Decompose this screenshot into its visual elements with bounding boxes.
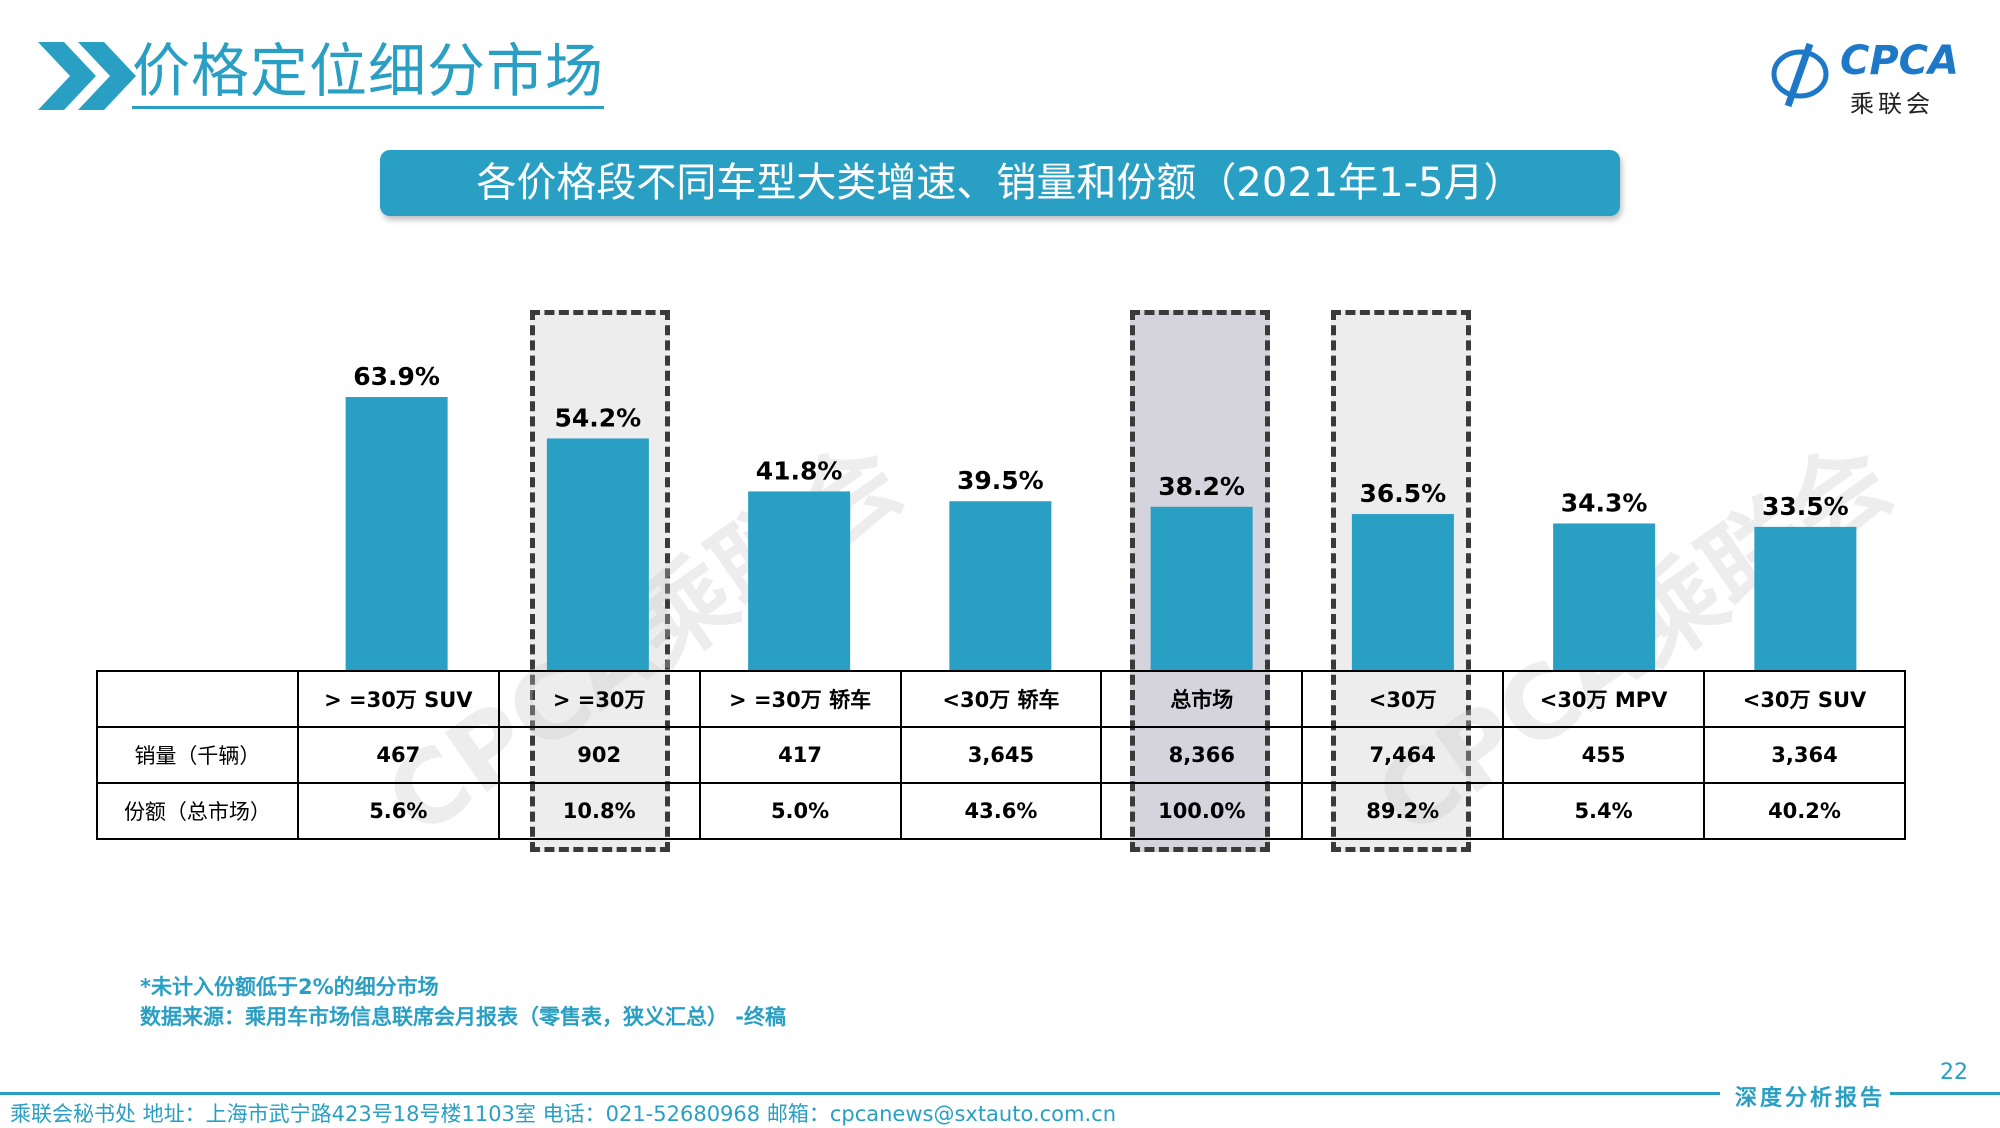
bar-value-label: 54.2% (555, 403, 642, 432)
bar (345, 397, 448, 670)
page-title: 价格定位细分市场 (132, 38, 605, 109)
table-cell: 7,464 (1301, 726, 1505, 784)
table-cell: 3,645 (899, 726, 1103, 784)
table-cell: 3,364 (1703, 726, 1906, 784)
table-cell: 5.6% (296, 782, 500, 840)
table-cell: 417 (698, 726, 902, 784)
table-header-cell: > =30万 (497, 670, 701, 728)
table-cell: 902 (497, 726, 701, 784)
footer-divider (0, 1092, 1720, 1095)
bar (949, 501, 1052, 670)
table-cell: 43.6% (899, 782, 1103, 840)
bar (748, 491, 851, 670)
bar-value-label: 41.8% (756, 456, 843, 485)
table-header-cell (96, 670, 299, 728)
note-source: 数据来源：乘用车市场信息联席会月报表（零售表，狭义汇总） -终稿 (140, 1005, 787, 1029)
bar-value-label: 36.5% (1360, 479, 1447, 508)
table-cell: 455 (1502, 726, 1705, 784)
table-row-label: 份额（总市场） (96, 782, 299, 840)
table-header-cell: > =30万 轿车 (698, 670, 902, 728)
bar (1351, 514, 1454, 670)
bar-value-label: 38.2% (1158, 472, 1245, 501)
table-header-cell: <30万 (1301, 670, 1505, 728)
table-cell: 467 (296, 726, 500, 784)
footer-divider (1890, 1092, 2000, 1095)
data-table: > =30万 SUV > =30万 > =30万 轿车 <30万 轿车 总市场 … (96, 670, 1906, 840)
bar-value-label: 34.3% (1561, 488, 1648, 517)
table-cell: 40.2% (1703, 782, 1906, 840)
table-row-share: 份额（总市场） 5.6% 10.8% 5.0% 43.6% 100.0% 89.… (96, 782, 1906, 840)
cpca-logo: CPCA 乘联会 (1770, 38, 1970, 118)
table-header-cell: <30万 轿车 (899, 670, 1103, 728)
bar-value-label: 33.5% (1762, 492, 1849, 521)
bar (1553, 523, 1656, 670)
bar (1754, 526, 1857, 670)
page-number: 22 (1940, 1060, 1968, 1085)
table-header-cell: <30万 SUV (1703, 670, 1906, 728)
logo-subtitle: 乘联会 (1850, 90, 1934, 118)
table-header-cell: 总市场 (1100, 670, 1304, 728)
table-row-sales: 销量（千辆） 467 902 417 3,645 8,366 7,464 455… (96, 726, 1906, 784)
table-cell: 8,366 (1100, 726, 1304, 784)
logo-mark-icon (1771, 42, 1829, 108)
report-label: 深度分析报告 (1735, 1086, 1886, 1111)
table-header-row: > =30万 SUV > =30万 > =30万 轿车 <30万 轿车 总市场 … (96, 670, 1906, 728)
table-cell: 5.4% (1502, 782, 1705, 840)
chart-banner-title: 各价格段不同车型大类增速、销量和份额（2021年1-5月） (380, 150, 1620, 216)
table-cell: 10.8% (497, 782, 701, 840)
source-notes: *未计入份额低于2%的细分市场 数据来源：乘用车市场信息联席会月报表（零售表，狭… (140, 972, 786, 1032)
bar-value-label: 63.9% (353, 362, 440, 391)
bar-value-label: 39.5% (957, 466, 1044, 495)
table-cell: 5.0% (698, 782, 902, 840)
table-header-cell: > =30万 SUV (296, 670, 500, 728)
bar (546, 438, 649, 670)
table-header-cell: <30万 MPV (1502, 670, 1705, 728)
table-row-label: 销量（千辆） (96, 726, 299, 784)
table-cell: 89.2% (1301, 782, 1505, 840)
chevron-arrows-icon (38, 42, 136, 110)
bar (1150, 506, 1253, 670)
note-exclusion: *未计入份额低于2%的细分市场 (140, 975, 439, 999)
footer-address: 乘联会秘书处 地址：上海市武宁路423号18号楼1103室 电话：021-526… (10, 1102, 1117, 1126)
table-cell: 100.0% (1100, 782, 1304, 840)
logo-text: CPCA (1840, 38, 1959, 84)
